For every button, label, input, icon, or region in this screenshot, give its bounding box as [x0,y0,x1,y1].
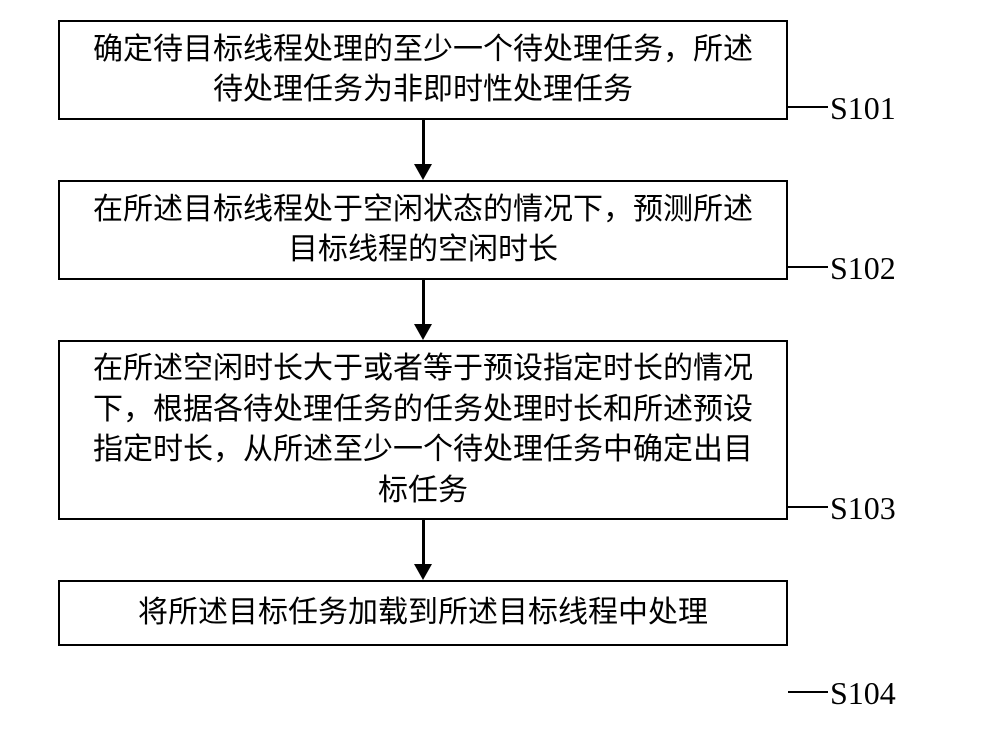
flow-step-s103: 在所述空闲时长大于或者等于预设指定时长的情况下，根据各待处理任务的任务处理时长和… [58,340,788,520]
step-label-s101: S101 [830,90,896,127]
arrow-line [422,520,425,564]
leader-line [788,266,828,268]
step-label-s104: S104 [830,675,896,712]
flowchart-canvas: 确定待目标线程处理的至少一个待处理任务，所述待处理任务为非即时性处理任务 S10… [0,0,1000,740]
step-label-s102: S102 [830,250,896,287]
arrow-head-icon [414,564,432,580]
flow-step-s104: 将所述目标任务加载到所述目标线程中处理 [58,580,788,646]
flow-step-s102: 在所述目标线程处于空闲状态的情况下，预测所述目标线程的空闲时长 [58,180,788,280]
leader-line [788,691,828,693]
step-label-s103: S103 [830,490,896,527]
arrow-line [422,280,425,324]
flow-step-text: 在所述空闲时长大于或者等于预设指定时长的情况下，根据各待处理任务的任务处理时长和… [80,349,766,511]
flow-step-text: 在所述目标线程处于空闲状态的情况下，预测所述目标线程的空闲时长 [80,190,766,271]
arrow-head-icon [414,164,432,180]
arrow-line [422,120,425,164]
flow-step-s101: 确定待目标线程处理的至少一个待处理任务，所述待处理任务为非即时性处理任务 [58,20,788,120]
leader-line [788,506,828,508]
flow-step-text: 确定待目标线程处理的至少一个待处理任务，所述待处理任务为非即时性处理任务 [80,30,766,111]
arrow-head-icon [414,324,432,340]
leader-line [788,106,828,108]
flow-step-text: 将所述目标任务加载到所述目标线程中处理 [138,593,708,634]
